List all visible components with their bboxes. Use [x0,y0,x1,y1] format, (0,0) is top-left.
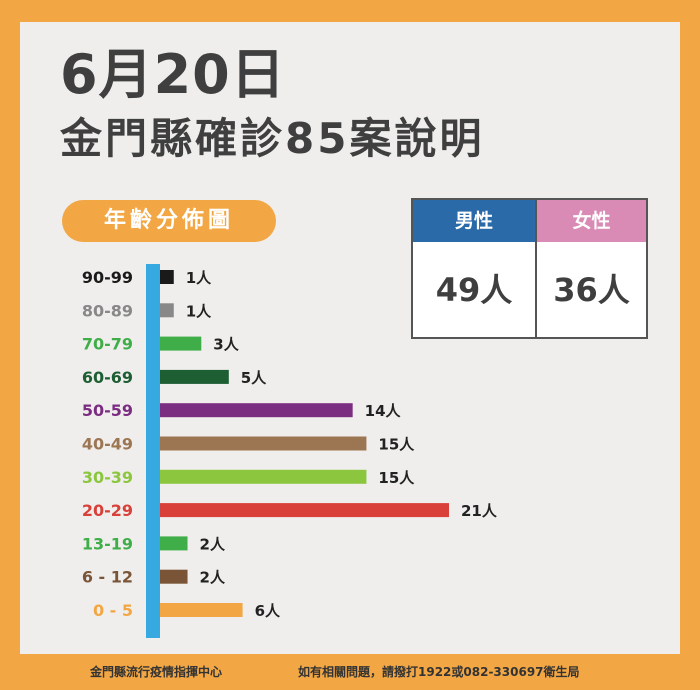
bar-value-label: 1人 [186,269,212,287]
bar-value-label: 2人 [200,535,226,553]
age-category-label: 70-79 [82,335,133,354]
bar-value-label: 15人 [378,436,415,454]
female-header: 女性 [537,200,646,242]
age-bar [160,503,449,518]
gender-divider [535,200,537,339]
age-category-label: 90-99 [82,268,133,287]
bar-value-label: 15人 [378,469,415,487]
age-bar [160,469,367,484]
bar-value-label: 21人 [461,502,498,520]
bar-value-label: 3人 [213,336,239,354]
male-count: 49人 [435,271,513,309]
bar-value-label: 2人 [200,569,226,587]
age-bar [160,603,243,617]
page-title: 金門縣確診85案說明 [60,114,485,163]
age-distribution-label: 年齡分佈圖 [62,200,276,242]
bar-value-label: 14人 [365,402,402,420]
age-bar [160,403,353,418]
page-date: 6月20日 [60,43,286,106]
age-bar [160,303,174,318]
bar-value-label: 6人 [255,602,281,620]
footer-left: 金門縣流行疫情指揮中心 [90,665,223,679]
chart-axis [146,264,160,638]
age-bar [160,569,188,584]
age-category-label: 80-89 [82,301,133,320]
age-bar [160,270,174,284]
age-bar [160,336,202,351]
age-bar [160,536,188,551]
bar-value-label: 1人 [186,302,212,320]
age-category-label: 40-49 [82,435,133,454]
bar-value-label: 5人 [241,369,267,387]
age-category-label: 20-29 [82,501,133,520]
male-header: 男性 [413,200,535,242]
age-category-label: 0 - 5 [93,601,133,620]
female-count: 36人 [553,271,630,309]
gender-table: 男性 女性 49人 36人 [411,198,648,339]
age-category-label: 13-19 [82,534,133,553]
age-category-label: 50-59 [82,401,133,420]
age-category-label: 30-39 [82,468,133,487]
age-category-label: 60-69 [82,368,133,387]
footer-right: 如有相關問題，請撥打1922或082-330697衛生局 [298,665,580,679]
age-bar [160,369,229,384]
age-category-label: 6 - 12 [82,568,133,587]
age-bar [160,436,367,451]
